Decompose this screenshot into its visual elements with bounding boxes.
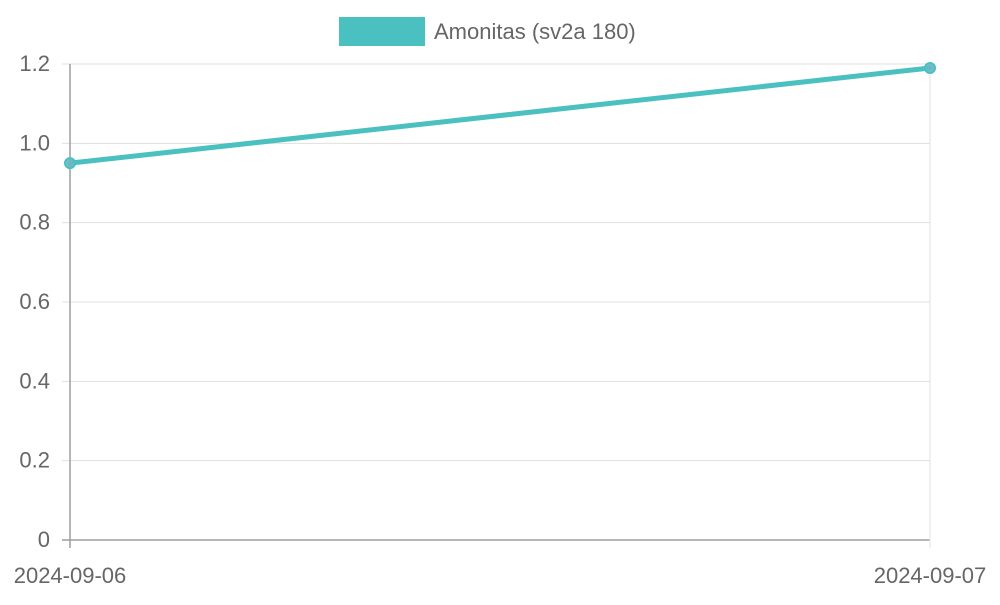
y-tick-label: 0.6 xyxy=(19,289,50,314)
grid-layer xyxy=(62,63,931,548)
tick-labels: 0 0.2 0.4 0.6 0.8 1.0 1.2 2024-09-06 2024-09-07 xyxy=(14,51,987,588)
series-layer xyxy=(64,61,936,170)
y-tick-label: 0.4 xyxy=(19,368,50,393)
legend-label[interactable]: Amonitas (sv2a 180) xyxy=(434,19,636,44)
y-tick-label: 1.2 xyxy=(19,51,50,76)
y-tick-label: 0 xyxy=(38,527,50,552)
legend[interactable]: Amonitas (sv2a 180) xyxy=(339,17,636,46)
series-line xyxy=(67,65,933,166)
data-point[interactable] xyxy=(64,157,76,170)
legend-swatch[interactable] xyxy=(339,17,425,46)
y-tick-label: 1.0 xyxy=(19,130,50,155)
data-point[interactable] xyxy=(924,61,936,74)
x-tick-label: 2024-09-06 xyxy=(14,563,127,588)
x-tick-label: 2024-09-07 xyxy=(874,563,987,588)
y-tick-label: 0.2 xyxy=(19,448,50,473)
y-tick-label: 0.8 xyxy=(19,210,50,235)
